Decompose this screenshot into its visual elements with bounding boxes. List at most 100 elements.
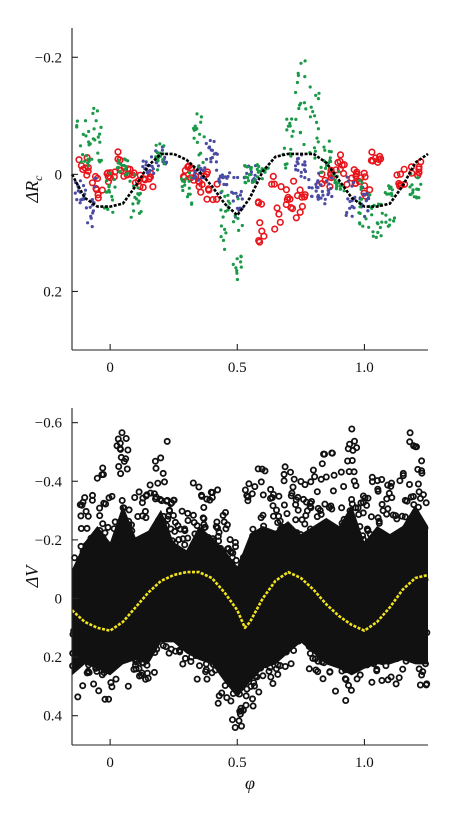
data-point	[212, 152, 216, 156]
data-point	[296, 168, 300, 172]
data-point	[335, 185, 339, 189]
data-point	[107, 185, 111, 189]
data-point	[418, 671, 426, 679]
data-point	[270, 180, 279, 188]
data-point	[88, 205, 92, 209]
data-point	[326, 668, 334, 676]
data-point	[276, 218, 284, 226]
y-axis-title-main: ΔR	[22, 181, 42, 204]
data-point	[348, 500, 356, 508]
data-point	[143, 491, 151, 499]
data-point	[124, 165, 128, 169]
data-point	[98, 160, 102, 164]
data-point	[199, 120, 203, 124]
data-point	[108, 683, 116, 691]
data-point	[197, 153, 201, 157]
data-point	[144, 674, 152, 682]
data-point	[195, 662, 203, 670]
data-point	[132, 209, 136, 213]
data-point	[77, 512, 85, 520]
data-point	[361, 224, 365, 228]
data-point	[223, 227, 227, 231]
data-point	[318, 180, 326, 188]
data-point	[378, 677, 386, 685]
data-point	[87, 159, 91, 163]
data-point	[231, 191, 235, 195]
data-point	[132, 665, 140, 673]
data-point	[158, 142, 162, 146]
data-point	[390, 188, 394, 192]
y-tick-label: 0	[55, 591, 63, 607]
data-point	[180, 173, 188, 181]
data-point	[184, 534, 192, 542]
data-point	[120, 172, 128, 180]
data-point	[412, 443, 420, 451]
data-point	[384, 481, 392, 489]
data-point	[139, 210, 143, 214]
data-point	[346, 179, 350, 183]
data-point	[123, 465, 131, 473]
data-point	[414, 480, 422, 488]
data-point	[292, 214, 300, 222]
data-point	[79, 198, 83, 202]
data-point	[309, 105, 313, 109]
data-point	[156, 164, 160, 168]
data-marks	[69, 425, 431, 732]
data-point	[86, 221, 90, 225]
data-point	[91, 137, 95, 141]
data-point	[220, 518, 228, 526]
data-point	[98, 140, 102, 144]
data-point	[213, 195, 221, 203]
data-point	[111, 210, 115, 214]
data-point	[79, 160, 83, 164]
data-point	[179, 660, 187, 668]
data-point	[347, 686, 355, 694]
data-point	[118, 496, 126, 504]
data-point	[242, 701, 250, 709]
data-point	[299, 495, 307, 503]
data-point	[164, 515, 172, 523]
data-point	[129, 215, 133, 219]
data-point	[410, 183, 414, 187]
data-point	[231, 199, 235, 203]
data-point	[282, 146, 286, 150]
data-point	[152, 171, 156, 175]
data-point	[84, 154, 88, 158]
y-tick-label: −0.2	[35, 50, 62, 66]
data-point	[322, 145, 326, 149]
data-point	[350, 205, 355, 209]
data-point	[150, 668, 158, 676]
data-point	[419, 668, 427, 676]
y-axis-title-subscript: c	[31, 175, 45, 181]
data-point	[114, 148, 122, 156]
data-point	[320, 189, 324, 194]
data-point	[294, 506, 302, 514]
data-point	[136, 192, 140, 196]
delta-r-panel: 0 0.5 1.0 −0.2 0 0.2 ΔRc	[22, 28, 429, 376]
data-point	[370, 213, 374, 217]
data-point	[319, 196, 323, 200]
data-point	[419, 491, 427, 499]
data-point	[146, 173, 154, 181]
data-point	[340, 169, 348, 178]
data-point	[110, 194, 114, 199]
data-point	[219, 235, 223, 239]
data-point	[328, 505, 336, 513]
data-point	[198, 492, 206, 500]
data-point	[83, 119, 88, 123]
data-point	[185, 162, 193, 170]
data-point	[199, 168, 203, 172]
data-point	[228, 201, 232, 205]
data-point	[333, 178, 337, 182]
data-point	[181, 654, 189, 662]
data-point	[219, 224, 223, 228]
data-point	[131, 661, 139, 669]
data-point	[155, 151, 159, 155]
data-point	[203, 675, 211, 683]
y-tick-label: 0.4	[43, 709, 62, 725]
data-point	[207, 145, 212, 149]
x-tick-label: 0	[106, 360, 114, 376]
data-point	[93, 185, 97, 189]
data-point	[254, 465, 262, 473]
data-point	[164, 160, 169, 164]
